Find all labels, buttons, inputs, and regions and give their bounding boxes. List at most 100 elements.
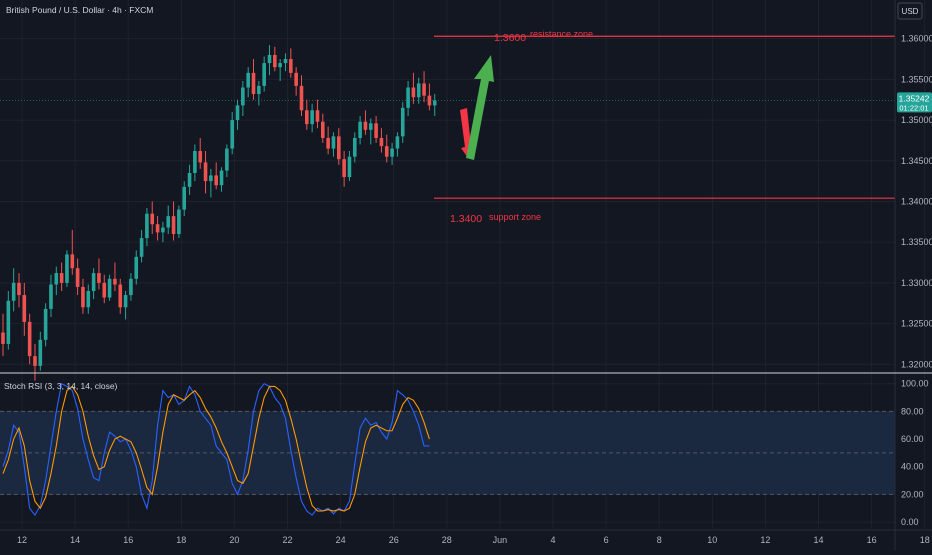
stoch-tick-label: 100.00: [901, 379, 929, 389]
candle-body: [241, 87, 245, 106]
candle: [299, 75, 304, 116]
price-tick-label: 1.32500: [901, 319, 932, 329]
candle: [11, 268, 16, 312]
candle: [310, 103, 314, 133]
candle-body: [161, 227, 165, 233]
candle: [139, 229, 144, 263]
candle: [219, 167, 224, 192]
candle-body: [251, 72, 256, 95]
candle-body: [70, 254, 75, 269]
candle: [22, 282, 27, 336]
candle: [177, 205, 181, 239]
candle-body: [155, 224, 160, 233]
candle-body: [406, 87, 410, 108]
candle-body: [331, 136, 336, 149]
candle-body: [113, 278, 117, 285]
time-tick-label: 20: [229, 535, 239, 545]
candle: [6, 291, 11, 350]
price-tick-label: 1.33500: [901, 237, 932, 247]
time-tick-label: 4: [550, 535, 555, 545]
currency-button[interactable]: USD: [897, 2, 923, 20]
last-price-label: 1.35242: [899, 93, 930, 103]
candle: [75, 258, 80, 296]
candle-body: [310, 110, 314, 125]
candle-body: [38, 339, 43, 366]
price-axis-ticks[interactable]: 1.32000 1.32500 1.33000 1.33500 1.34000 1.345…: [901, 34, 932, 370]
candle: [432, 94, 437, 116]
time-tick-label: 26: [389, 535, 399, 545]
candle: [182, 181, 187, 217]
candle-body: [123, 295, 128, 308]
candle-body: [209, 175, 213, 182]
time-tick-label: 28: [442, 535, 452, 545]
support-zone-label: support zone: [489, 212, 541, 222]
currency-button-label[interactable]: USD: [902, 7, 919, 16]
time-tick-label: 18: [176, 535, 186, 545]
candle: [427, 83, 432, 111]
time-tick-label: 16: [123, 535, 133, 545]
candle: [305, 99, 309, 130]
candle-body: [384, 146, 389, 157]
zone-lines: [0, 35, 895, 199]
candle: [267, 45, 272, 76]
time-tick-label: 14: [813, 535, 823, 545]
candle-body: [225, 148, 229, 171]
candle: [251, 59, 256, 100]
candle: [342, 150, 346, 187]
candle-body: [182, 186, 187, 210]
candle-body: [1, 332, 5, 344]
candle-body: [43, 308, 48, 340]
stoch-tick-label: 20.00: [901, 489, 924, 499]
time-tick-label: 10: [707, 535, 717, 545]
candle: [145, 207, 149, 247]
candle-body: [305, 110, 309, 125]
stoch-rsi-title[interactable]: Stoch RSI (3, 3, 14, 14, close): [4, 381, 118, 391]
stoch-d-line: [2, 385, 430, 512]
candle: [49, 274, 53, 318]
candle: [107, 274, 112, 301]
candle: [113, 262, 117, 292]
candle: [198, 137, 203, 169]
candle: [1, 313, 5, 357]
time-tick-label: 16: [867, 535, 877, 545]
candle: [54, 266, 59, 296]
candle: [171, 201, 176, 241]
candle-body: [368, 123, 373, 130]
candle-body: [374, 123, 378, 138]
time-tick-label: 12: [17, 535, 27, 545]
candle-body: [352, 137, 357, 157]
price-tick-label: 1.36000: [901, 34, 932, 44]
candle-body: [400, 107, 405, 137]
candle: [358, 115, 362, 145]
stoch-axis-ticks[interactable]: 0.00 20.00 40.00 60.00 80.00 100.00: [901, 379, 929, 527]
candle: [363, 110, 368, 135]
candle: [81, 278, 85, 314]
price-tick-label: 1.32000: [901, 359, 932, 369]
candle: [209, 168, 213, 198]
candle: [331, 132, 336, 157]
stoch-rsi-series: [2, 382, 430, 517]
candle-body: [246, 72, 250, 88]
stoch-k-line: [2, 382, 430, 517]
currency-button-bg[interactable]: [897, 2, 923, 20]
candle: [321, 113, 325, 143]
candle-body: [203, 162, 208, 182]
candle-body: [97, 273, 101, 283]
candle-body: [315, 110, 320, 122]
candlestick-series: [1, 45, 437, 381]
candle-body: [86, 291, 91, 308]
price-tick-label: 1.34000: [901, 196, 932, 206]
symbol-title[interactable]: British Pound / U.S. Dollar · 4h · FXCM: [6, 5, 153, 15]
candle-body: [358, 121, 362, 138]
candle: [102, 274, 107, 304]
candle-body: [139, 238, 144, 257]
time-axis-ticks[interactable]: 121416182022242628Jun4681012141618202224…: [17, 535, 932, 545]
candle: [230, 111, 234, 155]
time-tick-label: 12: [760, 535, 770, 545]
candle: [262, 56, 266, 92]
time-tick-label: 24: [336, 535, 346, 545]
candle: [193, 144, 197, 182]
time-tick-label: 8: [657, 535, 662, 545]
